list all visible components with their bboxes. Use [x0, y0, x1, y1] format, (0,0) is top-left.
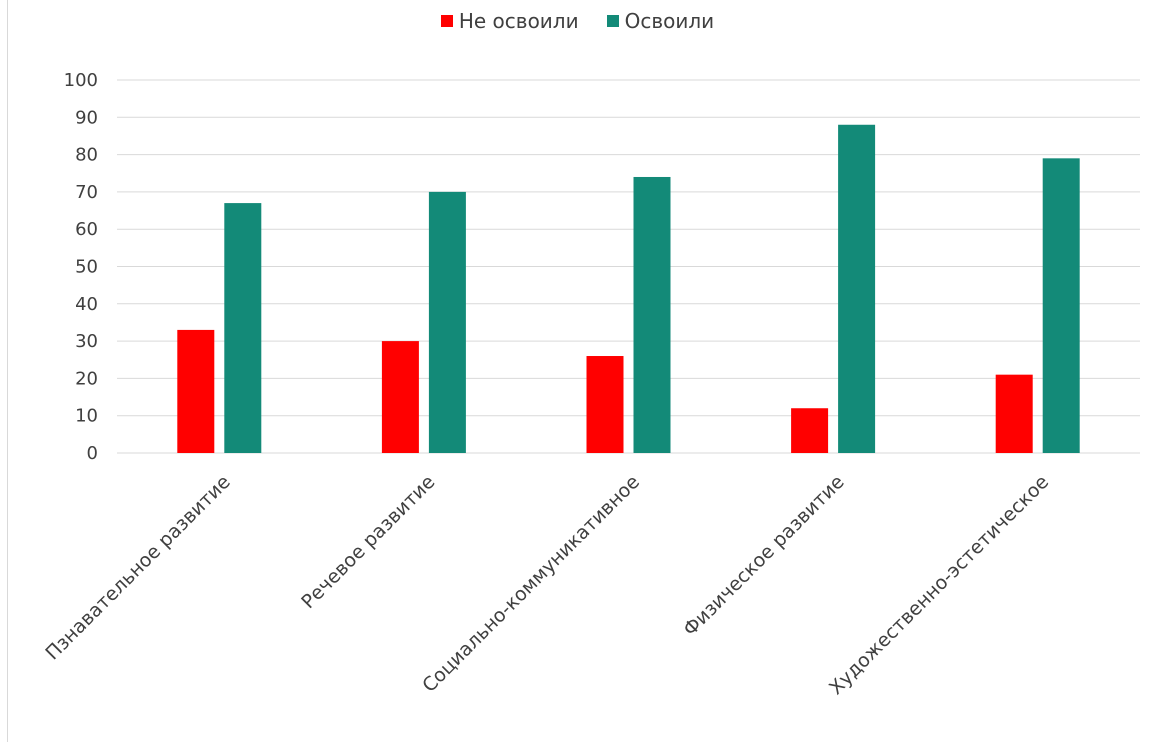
bar-not-mastered-0 — [177, 329, 215, 453]
bar-mastered-0 — [224, 203, 262, 453]
y-tick-label-30: 30 — [75, 331, 98, 352]
bar-mastered-4 — [1042, 158, 1080, 453]
bar-mastered-3 — [838, 124, 876, 453]
chart-frame-left-border — [7, 0, 8, 742]
y-tick-label-100: 100 — [64, 70, 98, 91]
y-tick-label-80: 80 — [75, 145, 98, 166]
y-tick-label-70: 70 — [75, 182, 98, 203]
legend: Не освоили Освоили — [0, 9, 1155, 33]
x-tick-label-1: Речевое развитие — [297, 471, 439, 613]
bar-mastered-1 — [428, 191, 466, 453]
y-tick-label-40: 40 — [75, 294, 98, 315]
bar-not-mastered-3 — [791, 408, 829, 453]
x-tick-label-3: Физическое развитие — [679, 471, 849, 641]
legend-label-mastered: Освоили — [624, 9, 715, 33]
legend-swatch-mastered — [606, 15, 619, 27]
bar-not-mastered-1 — [381, 341, 419, 453]
legend-label-not-mastered: Не освоили — [458, 9, 579, 33]
y-tick-label-10: 10 — [75, 406, 98, 427]
y-tick-label-20: 20 — [75, 368, 98, 389]
y-tick-label-60: 60 — [75, 219, 98, 240]
y-tick-label-50: 50 — [75, 257, 98, 278]
legend-item-mastered: Освоили — [606, 9, 715, 33]
y-tick-label-90: 90 — [75, 107, 98, 128]
legend-item-not-mastered: Не освоили — [440, 9, 579, 33]
legend-swatch-not-mastered — [440, 15, 453, 27]
x-tick-label-4: Художественно-эстетическое — [825, 471, 1053, 699]
x-tick-label-2: Социально-коммуникативное — [418, 471, 644, 697]
y-tick-label-0: 0 — [87, 443, 98, 464]
bar-not-mastered-2 — [586, 356, 624, 453]
bar-mastered-2 — [633, 176, 671, 454]
x-tick-label-0: Пзнавательное развитие — [41, 471, 234, 664]
bar-not-mastered-4 — [995, 374, 1033, 453]
